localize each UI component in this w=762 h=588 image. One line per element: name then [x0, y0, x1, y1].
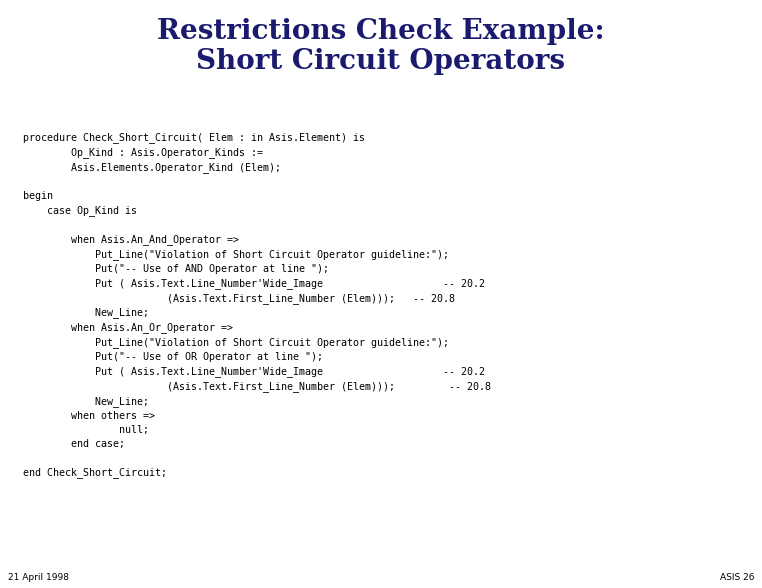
Text: Restrictions Check Example:
Short Circuit Operators: Restrictions Check Example: Short Circui… — [157, 18, 605, 75]
Text: 21 April 1998: 21 April 1998 — [8, 573, 69, 582]
Text: ASIS 26: ASIS 26 — [720, 573, 754, 582]
Text: procedure Check_Short_Circuit( Elem : in Asis.Element) is
        Op_Kind : Asis: procedure Check_Short_Circuit( Elem : in… — [23, 132, 491, 478]
